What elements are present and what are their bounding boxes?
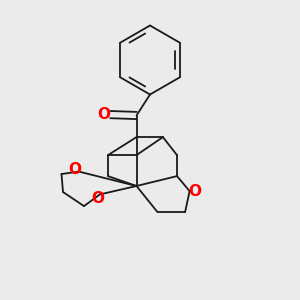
Text: O: O: [91, 191, 104, 206]
Text: O: O: [97, 107, 110, 122]
Text: O: O: [188, 184, 201, 200]
Text: O: O: [68, 162, 81, 177]
